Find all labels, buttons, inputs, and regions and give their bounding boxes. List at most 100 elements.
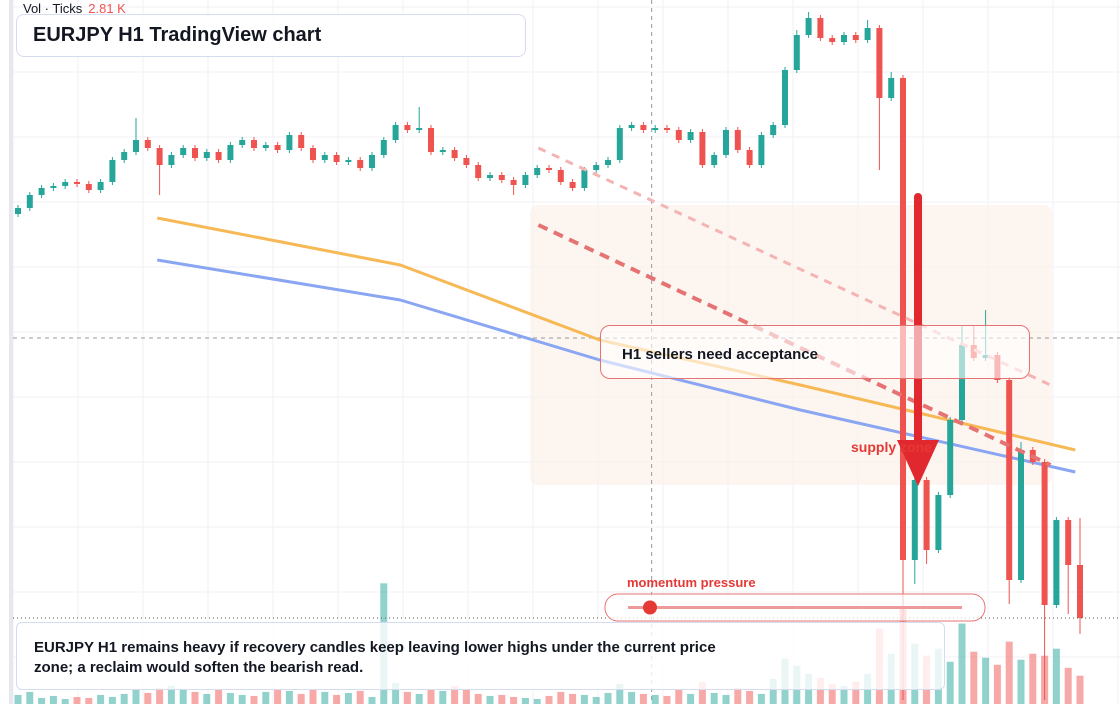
candle-body — [133, 140, 139, 152]
volume-bar — [333, 694, 341, 704]
volume-bar — [462, 689, 470, 704]
candle-body — [109, 160, 116, 182]
volume-bar — [580, 694, 588, 704]
volume-bar — [722, 694, 730, 704]
candle-body — [392, 125, 399, 140]
candle-body — [947, 420, 954, 495]
volume-bar — [14, 694, 22, 704]
candle-body — [770, 125, 777, 135]
volume-bar — [73, 696, 81, 704]
candle-body — [923, 480, 930, 550]
title-box: EURJPY H1 TradingView chart — [16, 14, 526, 57]
candle-body — [321, 155, 328, 160]
volume-bar — [368, 696, 376, 704]
volume-bar — [167, 685, 175, 704]
volume-bar — [1017, 659, 1025, 704]
candle-body — [628, 125, 635, 128]
candle-body — [616, 128, 623, 160]
volume-bar — [1052, 648, 1060, 704]
candle-body — [156, 148, 163, 165]
volume-bar — [498, 694, 506, 704]
candle-body — [852, 35, 859, 40]
candle-body — [1053, 520, 1060, 605]
candle-body — [734, 130, 741, 150]
volume-bar — [510, 696, 518, 704]
candle-body — [746, 150, 753, 165]
volume-bar — [285, 690, 293, 704]
candle-body — [215, 152, 222, 160]
candle-body — [262, 145, 269, 148]
volume-bar — [49, 695, 57, 704]
volume-bar — [356, 690, 364, 704]
volume-value: 2.81 K — [88, 1, 126, 16]
candle-body — [522, 175, 529, 185]
candle-body — [487, 175, 493, 178]
volume-bar — [840, 685, 848, 704]
description-box: EURJPY H1 remains heavy if recovery cand… — [16, 622, 945, 690]
candle-body — [463, 158, 470, 165]
volume-bar — [38, 697, 46, 704]
volume-bar — [156, 687, 164, 704]
volume-bar — [85, 697, 93, 704]
candle-body — [286, 135, 293, 150]
candle-body — [605, 160, 611, 165]
volume-header: Vol · Ticks 2.81 K — [23, 1, 126, 16]
volume-bar — [746, 690, 754, 704]
candle-body — [652, 128, 659, 130]
candle-body — [451, 150, 458, 158]
volume-bar — [144, 692, 152, 704]
candle-body — [416, 128, 423, 130]
moving-average — [156, 258, 1076, 474]
volume-bar — [1076, 675, 1084, 704]
volume-bar — [238, 694, 246, 704]
volume-bar — [415, 693, 423, 704]
volume-bar — [250, 695, 258, 704]
volume-bar — [993, 664, 1001, 704]
volume-bar — [97, 694, 105, 704]
zone-label: supply zone — [851, 439, 932, 455]
volume-bar — [474, 693, 482, 704]
volume-bar — [604, 692, 612, 704]
volume-bar — [309, 689, 317, 704]
candle-body — [723, 130, 729, 155]
volume-bar — [226, 692, 234, 704]
trend-line — [537, 223, 1052, 467]
candle-body — [144, 140, 151, 148]
volume-bar — [203, 693, 211, 704]
volume-bar — [970, 651, 978, 704]
candle-body — [121, 152, 128, 160]
candle-body — [1077, 565, 1083, 618]
volume-bar — [451, 685, 459, 704]
candle-body — [534, 168, 541, 175]
volume-bar — [403, 691, 411, 704]
annotation-box: H1 sellers need acceptance — [600, 325, 1030, 379]
description: EURJPY H1 remains heavy if recovery cand… — [34, 639, 716, 676]
volume-bar — [687, 693, 695, 704]
volume-bar — [486, 695, 494, 704]
candle-body — [640, 125, 647, 130]
candle-body — [274, 145, 281, 150]
volume-bar — [392, 682, 400, 704]
volume-bar — [26, 691, 34, 704]
volume-bar — [533, 698, 541, 704]
volume-bar — [982, 657, 990, 704]
candle-body — [85, 184, 92, 190]
candle-body — [569, 182, 576, 188]
candle-body — [782, 70, 788, 125]
volume-bar — [120, 693, 128, 704]
candle-body — [1041, 462, 1048, 605]
candle-body — [758, 135, 765, 165]
volume-bar — [946, 661, 954, 704]
candle-body — [475, 165, 482, 178]
candle-body — [699, 132, 706, 165]
volume-bar — [816, 677, 824, 704]
candle-body — [829, 38, 836, 42]
volume-bar — [628, 691, 636, 704]
volume-bar — [521, 697, 529, 704]
candle-body — [298, 135, 305, 148]
candle-body — [38, 188, 45, 195]
volume-bar — [215, 689, 223, 704]
volume-bar — [545, 695, 553, 704]
candle-body — [911, 480, 918, 560]
candle-body — [841, 35, 847, 42]
